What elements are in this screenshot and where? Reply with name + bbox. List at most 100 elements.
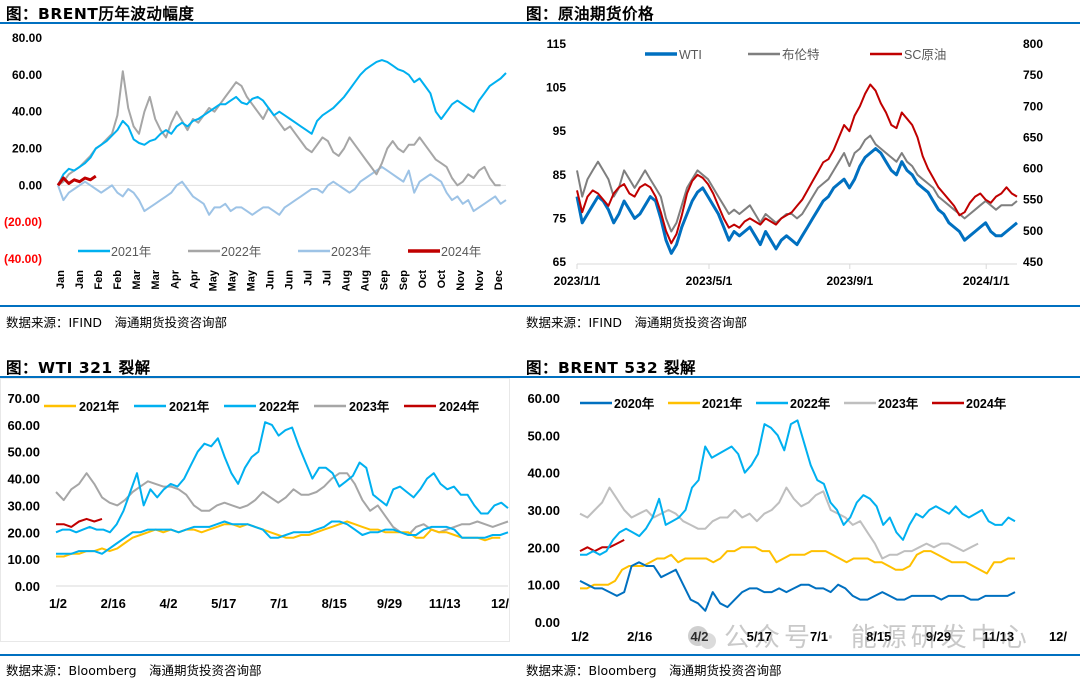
y-tick-label: 20.00 [7,525,40,540]
y2-tick-label: 750 [1023,68,1043,82]
x-tick-label: May [245,269,257,291]
x-tick-label: Mar [131,269,143,289]
series-line-2021年 [57,59,507,186]
legend-label: WTI [679,48,702,62]
title-divider [0,22,520,24]
x-tick-label: Feb [93,270,105,290]
x-tick-label: Jul [322,270,334,286]
series-line-2021年 [56,520,509,555]
x-tick-label: Jan [55,270,67,289]
y-tick-label: 65 [553,255,567,269]
series-line-2022年 [57,70,501,187]
chart-title: 图：原油期货价格 [526,5,655,23]
data-source: 数据来源：Bloomberg 海通期货投资咨询部 [526,663,782,678]
y-tick-label: 60.00 [7,418,40,433]
legend-label: 2022年 [790,396,831,411]
y2-tick-label: 700 [1023,99,1043,113]
x-tick-label: 2023/5/1 [686,274,733,288]
series-line-SC原油 [576,83,1018,245]
series-line-布伦特 [576,134,1018,233]
y-tick-label: 80.00 [12,31,42,45]
x-tick-label: Mar [150,269,162,289]
y-tick-label: 30.00 [7,498,40,513]
series-line-2022年 [580,419,1016,556]
y-tick-label: 105 [546,81,566,95]
panel-brent-532-crack: 图：BRENT 532 裂解 60.00 50.00 40.00 30.00 20.00… [510,350,1080,681]
series-line-2020年 [579,561,1016,612]
x-tick-label: Aug [360,270,372,291]
x-tick-label: 7/1 [810,629,828,644]
y-tick-label: 20.00 [527,540,560,555]
y-tick-label: (20.00) [4,215,42,229]
series-line-2021年 [56,520,501,558]
watermark: 公众号 · 能源研发中心 [688,623,1031,653]
legend-label: 2024年 [441,245,481,259]
x-tick-label: Nov [455,269,467,291]
x-tick-label: 9/29 [926,629,951,644]
x-tick-label: 1/2 [571,629,589,644]
legend-label: 2024年 [439,399,480,414]
y2-tick-label: 450 [1023,255,1043,269]
y2-tick-label: 600 [1023,162,1043,176]
x-tick-label: Aug [341,270,353,291]
y-tick-label: 40.00 [527,466,560,481]
y-tick-label: 75 [553,211,567,225]
chart-brent-532-crack: 60.00 50.00 40.00 30.00 20.00 10.00 0.00 1/2 2/1… [527,391,1067,653]
legend-label: 2022年 [221,245,261,259]
y-tick-label: 10.00 [527,578,560,593]
x-tick-label: 7/1 [270,596,288,611]
x-tick-label: 11/13 [982,629,1014,644]
y-tick-label: 50.00 [527,428,560,443]
y2-tick-label: 550 [1023,193,1043,207]
footer-divider [0,305,520,307]
y-tick-label: 30.00 [527,503,560,518]
data-source: 数据来源：IFIND 海通期货投资咨询部 [526,315,748,330]
chart-crude-futures-price: 115 105 95 85 75 65 800 750 700 650 600 550 500 450 20… [546,37,1043,288]
y-tick-label: 40.00 [12,105,42,119]
y-tick-label: 85 [553,168,567,182]
legend-label: SC原油 [904,48,946,62]
legend-label: 2024年 [966,396,1007,411]
footer-divider [510,654,1080,656]
watermark-text: 公众号 · 能源研发中心 [724,623,1031,653]
series-line-2024年 [56,517,103,528]
x-tick-label: 2023/1/1 [554,274,601,288]
x-tick-label: May [226,269,238,291]
legend-label: 2023年 [349,399,390,414]
legend-label: 布伦特 [782,47,820,62]
series-line-2024年 [579,539,625,553]
x-tick-label: 12/ [1049,629,1067,644]
x-tick-label: 8/15 [866,629,891,644]
panel-wti-321-crack: 图：WTI 321 裂解 70.00 60.00 50.00 40.00 30.00 20… [0,350,520,681]
series-line-2024年 [56,174,97,187]
x-tick-label: 9/29 [377,596,402,611]
x-tick-label: Sep [398,270,410,290]
x-tick-label: 4/2 [159,596,177,611]
y-tick-label: 20.00 [12,142,42,156]
series-line-WTI [575,147,1018,255]
chart-brent-volatility: 80.00 60.00 40.00 20.00 0.00 (20.00) (40.00) 20… [4,31,507,291]
x-tick-label: Jan [74,270,86,289]
series-line-2023年 [57,165,507,216]
legend-label: 2021年 [702,396,743,411]
legend-label: 2022年 [259,399,300,414]
x-tick-label: Nov [474,269,486,291]
y-tick-label: 70.00 [7,391,40,406]
x-tick-label: Jun [264,270,276,290]
legend-label: 2023年 [331,245,371,259]
x-tick-label: Oct [417,270,429,289]
x-tick-label: 2024/1/1 [963,274,1010,288]
title-divider [520,22,1080,24]
x-tick-label: Jun [284,270,296,290]
y-tick-label: (40.00) [4,252,42,266]
chart-frame [0,378,510,642]
chart-wti-321-crack: 70.00 60.00 50.00 40.00 30.00 20.00 10.00 0.00 1… [7,391,509,611]
x-tick-label: 2023/9/1 [826,274,873,288]
footer-divider [520,305,1080,307]
x-tick-label: 5/17 [211,596,236,611]
legend-label: 2021年 [169,399,210,414]
wechat-icon [688,626,708,646]
x-tick-label: 12/ [491,596,509,611]
x-tick-label: Dec [493,270,505,290]
x-tick-label: Apr [188,269,200,289]
